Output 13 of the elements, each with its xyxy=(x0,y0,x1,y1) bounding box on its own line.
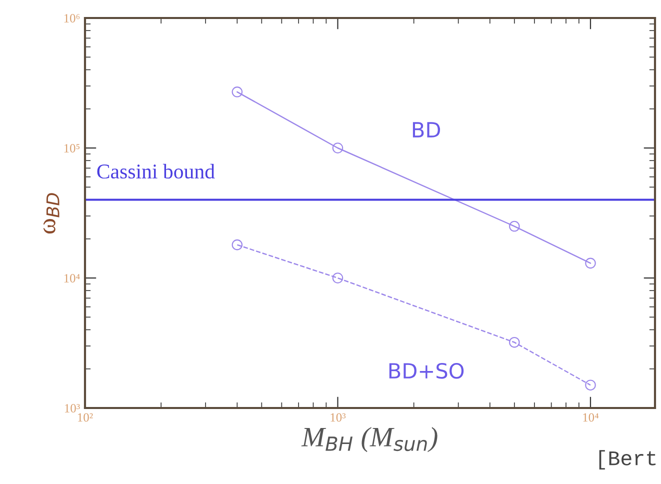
series-label: BD+SO xyxy=(389,362,464,379)
text: [Bert xyxy=(599,450,656,470)
series-label: BD xyxy=(412,122,440,138)
y-tick-label: 10⁴ xyxy=(64,274,80,282)
x-tick-label: 10³ xyxy=(330,413,346,422)
x-axis-title: M$_{BH}$ (M$_{sun}$) xyxy=(301,426,438,452)
ref-line-label: Cassini bound xyxy=(97,164,215,179)
y-axis-title: ω$_{BD}$ xyxy=(43,193,60,234)
x-tick-label: 10⁴ xyxy=(583,413,599,422)
x-tick-label: 10² xyxy=(78,413,93,422)
y-tick-label: 10³ xyxy=(64,404,80,412)
y-tick-label: 10⁵ xyxy=(64,144,80,152)
y-tick-label: 10⁶ xyxy=(64,14,80,22)
